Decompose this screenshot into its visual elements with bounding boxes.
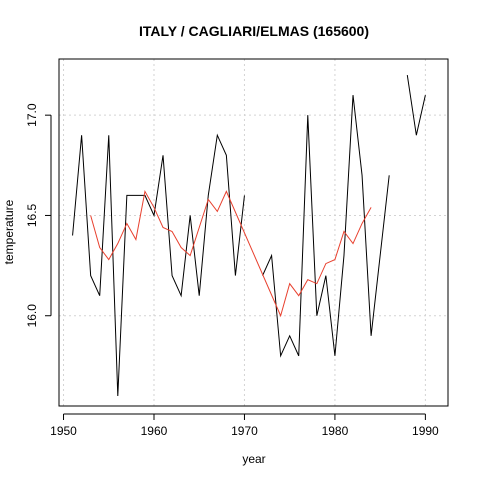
series-line-annual: [72, 133, 245, 396]
x-tick-label: 1990: [412, 424, 439, 438]
y-axis: 16.0 16.5 17.0: [25, 103, 52, 328]
y-tick-label: 16.5: [25, 203, 39, 227]
x-tick-label: 1950: [50, 424, 77, 438]
y-tick-label: 16.0: [25, 304, 39, 328]
x-tick-label: 1970: [231, 424, 258, 438]
series-lines: [72, 74, 426, 396]
x-tick-label: 1960: [141, 424, 168, 438]
y-tick-label: 17.0: [25, 103, 39, 127]
series-line-smoothed: [90, 189, 372, 318]
x-axis-label: year: [242, 452, 265, 466]
y-axis-label: temperature: [2, 199, 16, 264]
series-line-annual: [262, 95, 390, 358]
grid: [59, 59, 448, 406]
chart-title: ITALY / CAGLIARI/ELMAS (165600): [139, 23, 369, 39]
x-tick-label: 1980: [322, 424, 349, 438]
plot-frame: [58, 58, 449, 407]
x-axis: 1950 1960 1970 1980 1990: [50, 413, 439, 438]
series-line-annual: [406, 74, 426, 136]
